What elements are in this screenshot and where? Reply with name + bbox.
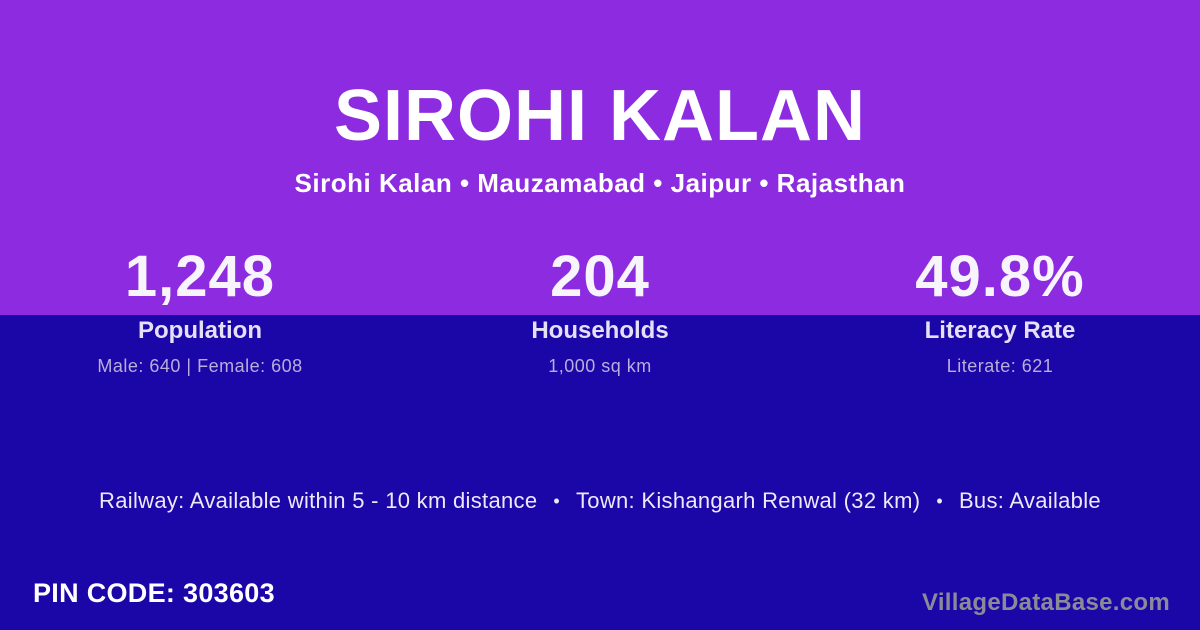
bus-info: Bus: Available <box>958 488 1101 513</box>
households-label: Households <box>531 317 669 344</box>
literacy-detail: Literate: 621 <box>946 356 1054 376</box>
stat-households: 204 Households 1,000 sq km <box>400 247 800 377</box>
literacy-label: Literacy Rate <box>924 317 1076 344</box>
population-value: 1,248 <box>124 244 276 309</box>
town-info: Town: Kishangarh Renwal (32 km) <box>575 488 921 513</box>
railway-info: Railway: Available within 5 - 10 km dist… <box>99 488 538 513</box>
page-title: SIROHI KALAN <box>334 76 866 156</box>
stats-row: 1,248 Population Male: 640 | Female: 608… <box>0 247 1200 377</box>
bullet-separator: • <box>553 491 560 511</box>
stat-literacy: 49.8% Literacy Rate Literate: 621 <box>800 247 1200 377</box>
watermark: VillageDataBase.com <box>921 589 1170 616</box>
population-label: Population <box>138 317 262 344</box>
card-header: SIROHI KALAN Sirohi Kalan • Mauzamabad •… <box>0 0 1200 199</box>
literacy-value: 49.8% <box>915 244 1085 309</box>
pin-code-value: 303603 <box>183 578 275 608</box>
pin-code-label: PIN CODE: <box>33 578 176 608</box>
transport-info: Railway: Available within 5 - 10 km dist… <box>0 488 1200 514</box>
breadcrumb: Sirohi Kalan • Mauzamabad • Jaipur • Raj… <box>294 168 906 198</box>
pin-code: PIN CODE: 303603 <box>33 578 275 609</box>
stat-population: 1,248 Population Male: 640 | Female: 608 <box>0 247 400 377</box>
households-value: 204 <box>550 244 650 309</box>
population-detail: Male: 640 | Female: 608 <box>97 356 303 376</box>
households-detail: 1,000 sq km <box>548 356 652 376</box>
bullet-separator: • <box>936 491 943 511</box>
